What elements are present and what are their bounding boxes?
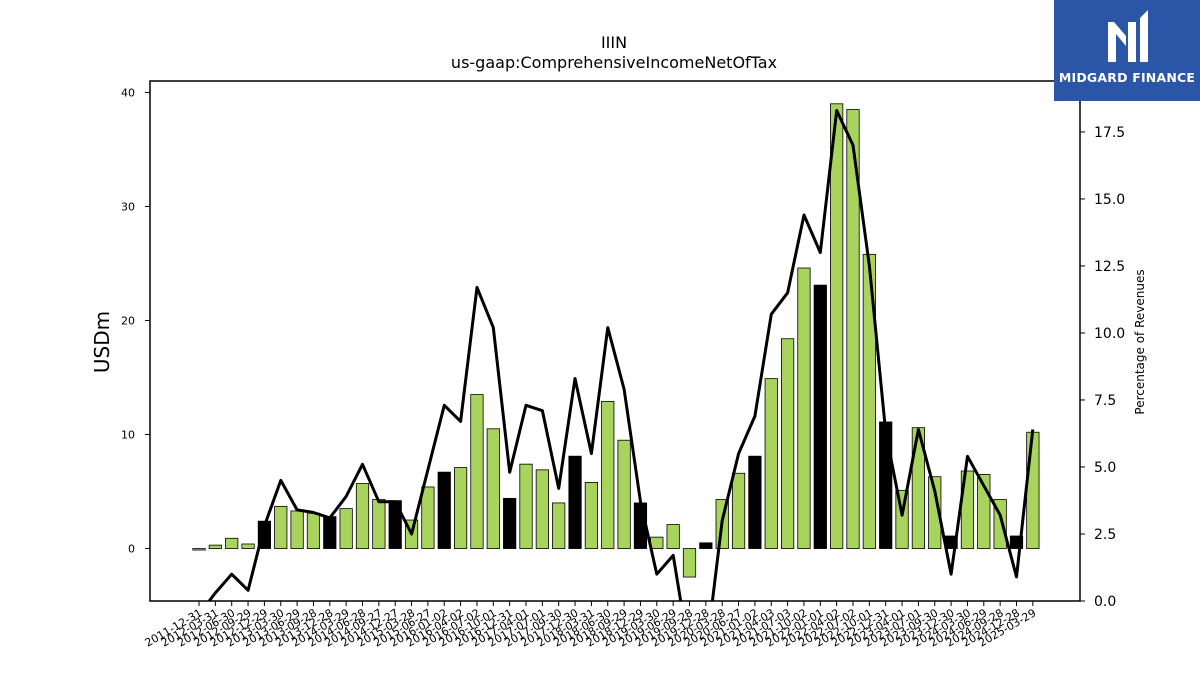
bar — [355, 483, 370, 549]
bar — [879, 421, 893, 549]
bar — [813, 284, 827, 549]
bar — [225, 537, 239, 549]
bar — [1026, 431, 1040, 549]
y2-axis-label: Percentage of Revenues — [1133, 269, 1147, 414]
y-axis-label: USDm — [90, 311, 114, 373]
y-tick-label: 0 — [128, 543, 135, 556]
brand-logo: MIDGARD FINANCE — [1054, 0, 1200, 101]
bar — [535, 469, 549, 549]
bar — [453, 467, 468, 549]
bar — [552, 502, 566, 549]
y-tick-label: 40 — [121, 86, 135, 99]
bar — [830, 103, 844, 549]
y2-tick-label: 15.0 — [1094, 192, 1125, 208]
chart-title: IIIN — [601, 33, 627, 52]
bar — [911, 427, 926, 549]
bar — [928, 476, 942, 549]
line-series — [207, 109, 1035, 601]
bar — [797, 267, 811, 549]
bar — [584, 482, 599, 549]
bar — [470, 394, 484, 549]
plot-frame — [149, 80, 1081, 602]
bar — [208, 544, 222, 549]
chart-subtitle: us-gaap:ComprehensiveIncomeNetOfTax — [451, 53, 777, 72]
y2-tick-label: 17.5 — [1094, 125, 1125, 141]
y2-tick-label: 7.5 — [1094, 393, 1116, 409]
bar — [846, 109, 860, 549]
bar — [781, 338, 795, 549]
bar — [519, 463, 533, 549]
bar — [372, 499, 386, 549]
bar — [437, 471, 451, 549]
bar — [290, 510, 304, 549]
bar — [731, 472, 746, 549]
bar — [339, 508, 353, 549]
bar — [748, 455, 762, 549]
bar — [274, 505, 288, 549]
y-tick-label: 20 — [121, 314, 135, 327]
y-tick-label: 10 — [121, 429, 135, 442]
logo-text: MIDGARD FINANCE — [1058, 70, 1196, 85]
bar — [503, 497, 517, 549]
bar — [764, 378, 778, 549]
y-tick-label: 30 — [121, 200, 135, 213]
bar — [601, 401, 615, 549]
bar — [568, 455, 582, 549]
y2-tick-label: 5.0 — [1094, 460, 1116, 476]
bar — [666, 524, 680, 549]
bar — [241, 543, 255, 549]
bar — [192, 548, 206, 551]
bar — [650, 536, 664, 549]
bar — [862, 253, 876, 549]
y2-tick-label: 0.0 — [1094, 594, 1116, 610]
midgard-m-icon — [1108, 10, 1148, 62]
bar — [699, 542, 713, 549]
bar — [306, 512, 321, 549]
bar — [682, 548, 697, 578]
y2-tick-label: 2.5 — [1094, 527, 1116, 543]
y2-tick-label: 10.0 — [1094, 326, 1125, 342]
bar — [323, 516, 337, 549]
bar — [486, 428, 500, 549]
bar — [617, 439, 631, 549]
bar — [421, 486, 435, 549]
y2-tick-label: 12.5 — [1094, 259, 1125, 275]
